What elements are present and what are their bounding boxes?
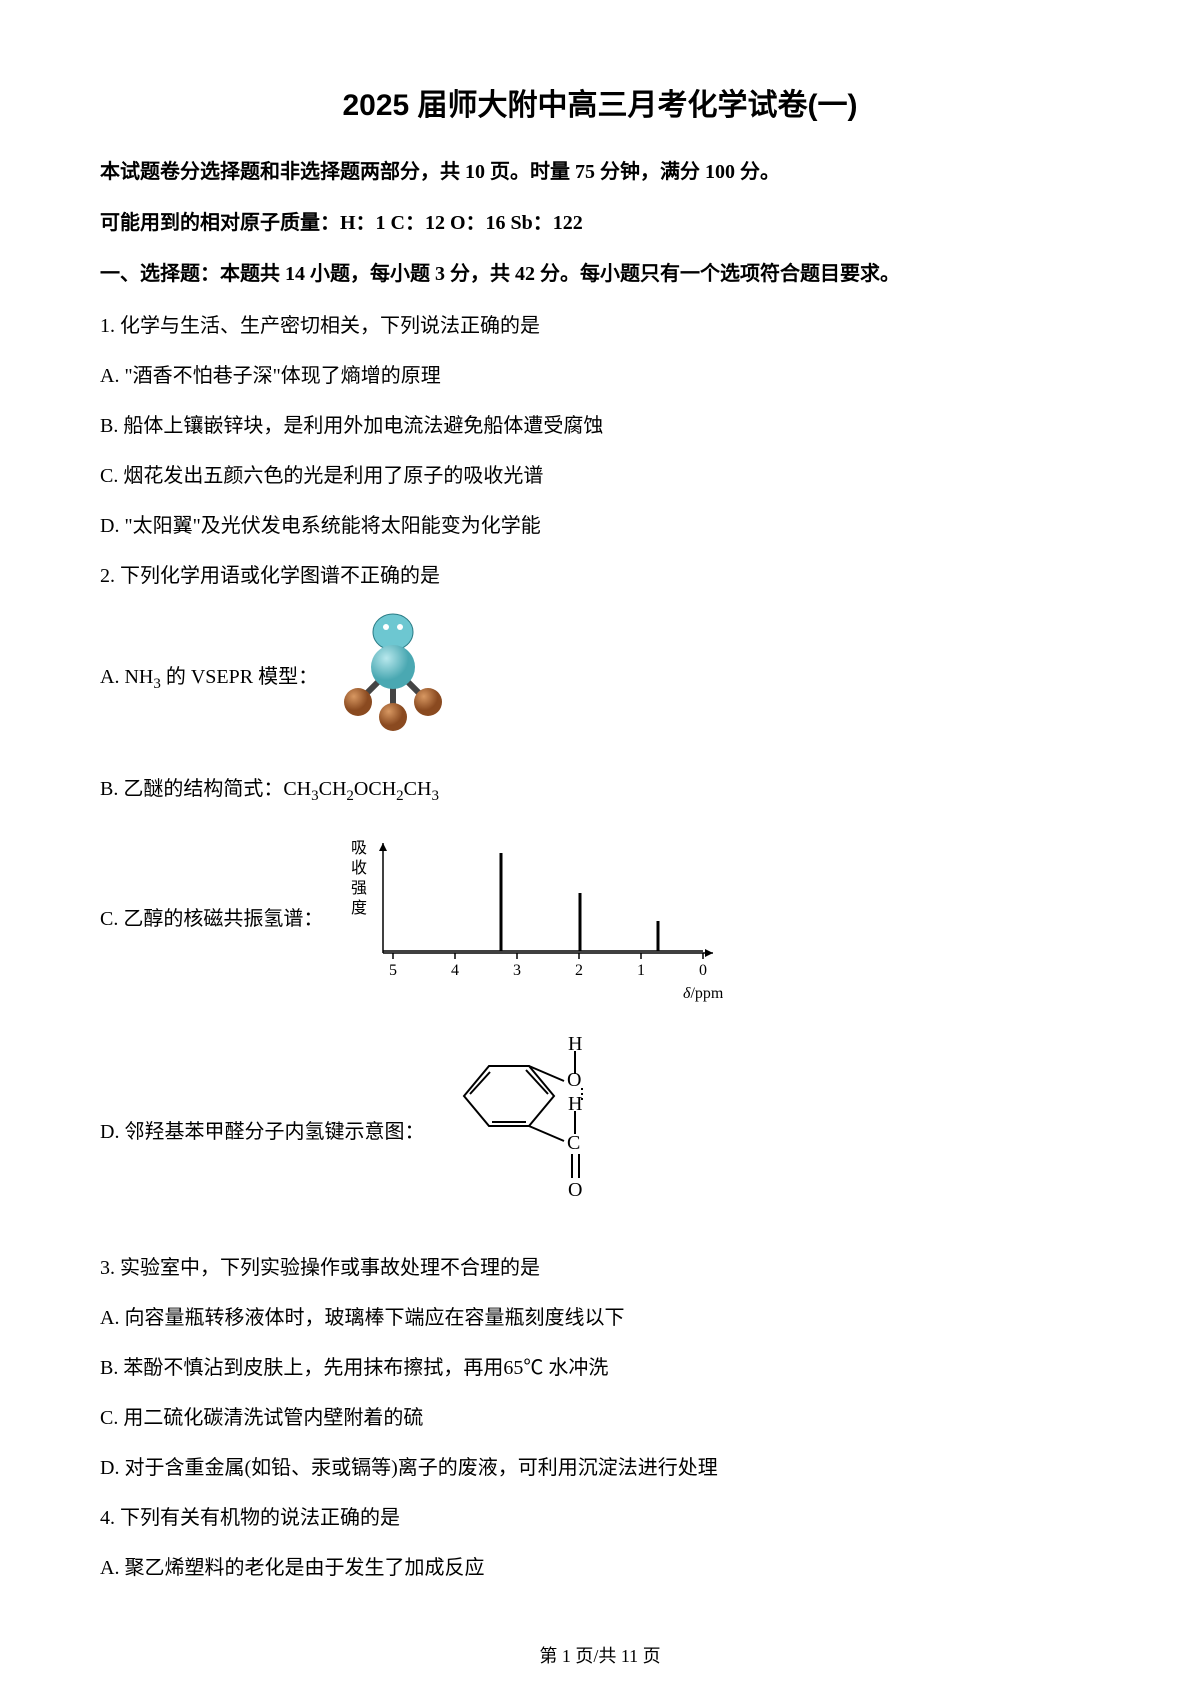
svg-text:3: 3 xyxy=(513,962,521,979)
q2-option-c: C. 乙醇的核磁共振氢谱： 吸收强度 5 4 3 2 1 0 δ/ppm xyxy=(100,823,1100,1016)
q2-b-s2: 2 xyxy=(346,788,354,804)
q4-stem: 4. 下列有关有机物的说法正确的是 xyxy=(100,1499,1100,1537)
svg-text:δ/ppm: δ/ppm xyxy=(683,985,723,1002)
q3-option-d: D. 对于含重金属(如铅、汞或镉等)离子的废液，可利用沉淀法进行处理 xyxy=(100,1449,1100,1487)
q1-option-c: C. 烟花发出五颜六色的光是利用了原子的吸收光谱 xyxy=(100,457,1100,495)
q2-a-label: A. NH3 的 VSEPR 模型： xyxy=(100,658,318,699)
q4-option-a: A. 聚乙烯塑料的老化是由于发生了加成反应 xyxy=(100,1549,1100,1587)
section-heading: 一、选择题：本题共 14 小题，每小题 3 分，共 42 分。每小题只有一个选项… xyxy=(100,256,1100,292)
q3-option-a: A. 向容量瓶转移液体时，玻璃棒下端应在容量瓶刻度线以下 xyxy=(100,1299,1100,1337)
q2-c-label: C. 乙醇的核磁共振氢谱： xyxy=(100,900,323,938)
q2-a-prefix: A. NH xyxy=(100,666,153,688)
svg-text:1: 1 xyxy=(637,962,645,979)
instruction-line-1: 本试题卷分选择题和非选择题两部分，共 10 页。时量 75 分钟，满分 100 … xyxy=(100,154,1100,190)
svg-text:收: 收 xyxy=(351,859,367,877)
svg-text:5: 5 xyxy=(389,962,397,979)
q2-option-b: B. 乙醚的结构简式：CH3CH2OCH2CH3 xyxy=(100,770,1100,811)
q2-b-m3: CH xyxy=(404,778,432,800)
svg-text:C: C xyxy=(567,1132,580,1154)
nmr-figure: 吸收强度 5 4 3 2 1 0 δ/ppm xyxy=(333,823,723,1016)
q3-stem: 3. 实验室中，下列实验操作或事故处理不合理的是 xyxy=(100,1249,1100,1287)
q2-b-s4: 3 xyxy=(431,788,439,804)
svg-text:4: 4 xyxy=(451,962,459,979)
q2-b-m2: OCH xyxy=(354,778,396,800)
q3-option-c: C. 用二硫化碳清洗试管内壁附着的硫 xyxy=(100,1399,1100,1437)
q2-b-m1: CH xyxy=(319,778,347,800)
svg-text:强: 强 xyxy=(351,880,367,897)
q2-stem: 2. 下列化学用语或化学图谱不正确的是 xyxy=(100,557,1100,595)
q2-a-sub: 3 xyxy=(153,676,161,692)
q1-option-b: B. 船体上镶嵌锌块，是利用外加电流法避免船体遭受腐蚀 xyxy=(100,407,1100,445)
q2-option-a: A. NH3 的 VSEPR 模型： xyxy=(100,607,1100,750)
page-title: 2025 届师大附中高三月考化学试卷(一) xyxy=(100,80,1100,124)
q1-option-d: D. "太阳翼"及光伏发电系统能将太阳能变为化学能 xyxy=(100,507,1100,545)
hbond-figure: O H C H O xyxy=(434,1036,604,1229)
q2-a-suffix: 的 VSEPR 模型： xyxy=(161,666,318,688)
svg-text:度: 度 xyxy=(351,899,367,917)
svg-text:吸: 吸 xyxy=(351,840,367,857)
q3-option-b: B. 苯酚不慎沾到皮肤上，先用抹布擦拭，再用65℃ 水冲洗 xyxy=(100,1349,1100,1387)
q1-option-a: A. "酒香不怕巷子深"体现了熵增的原理 xyxy=(100,357,1100,395)
page-footer: 第 1 页/共 11 页 xyxy=(0,1642,1200,1668)
q2-d-label: D. 邻羟基苯甲醛分子内氢键示意图： xyxy=(100,1113,424,1151)
q1-stem: 1. 化学与生活、生产密切相关，下列说法正确的是 xyxy=(100,307,1100,345)
svg-text:2: 2 xyxy=(575,962,583,979)
q2-b-s1: 3 xyxy=(311,788,319,804)
svg-text:H: H xyxy=(568,1093,582,1115)
instruction-line-2: 可能用到的相对原子质量：H：1 C：12 O：16 Sb：122 xyxy=(100,205,1100,241)
vsepr-figure xyxy=(328,607,458,750)
svg-text:0: 0 xyxy=(699,962,707,979)
q2-b-s3: 2 xyxy=(396,788,404,804)
q2-option-d: D. 邻羟基苯甲醛分子内氢键示意图： O H C H O xyxy=(100,1036,1100,1229)
q2-b-p1: B. 乙醚的结构简式：CH xyxy=(100,778,311,800)
svg-text:H: H xyxy=(568,1036,582,1055)
svg-text:O: O xyxy=(568,1179,582,1201)
